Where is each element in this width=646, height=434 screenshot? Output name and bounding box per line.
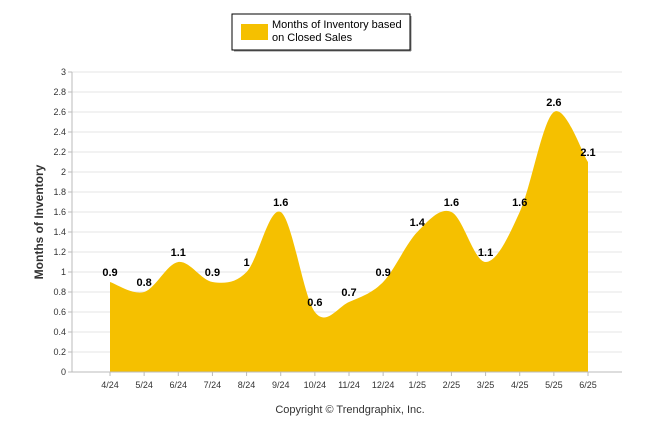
x-tick-label: 3/25	[477, 380, 495, 390]
x-tick-label: 9/24	[272, 380, 290, 390]
x-tick-label: 7/24	[204, 380, 222, 390]
legend-text-line1: Months of Inventory based	[272, 19, 402, 31]
data-label: 1.6	[273, 197, 288, 209]
x-tick-label: 4/25	[511, 380, 529, 390]
x-tick-label: 12/24	[372, 380, 395, 390]
x-axis-ticks: 4/24 5/24 6/24 7/24 8/24 9/24 10/24 11/24 12/24 1…	[101, 372, 597, 390]
y-tick-label: 1.2	[53, 247, 66, 257]
legend-swatch	[241, 24, 268, 40]
data-label: 0.8	[136, 277, 151, 289]
y-tick-label: 1.6	[53, 207, 66, 217]
x-tick-label: 6/24	[170, 380, 188, 390]
legend-text-line2: on Closed Sales	[272, 32, 353, 44]
x-tick-label: 5/24	[135, 380, 153, 390]
data-labels: 0.9 0.8 1.1 0.9 1 1.6 0.6 0.7 0.9 1.4 1.6 1.1 1.6 2.6…	[102, 97, 595, 309]
x-tick-label: 8/24	[238, 380, 256, 390]
y-tick-label: 0	[61, 367, 66, 377]
data-label: 1.4	[410, 217, 426, 229]
y-tick-label: 1.4	[53, 227, 66, 237]
series-area	[110, 111, 588, 373]
copyright-text: Copyright © Trendgraphix, Inc.	[275, 404, 424, 416]
x-tick-label: 4/24	[101, 380, 119, 390]
data-label: 1	[244, 257, 250, 269]
y-tick-label: 2.8	[53, 87, 66, 97]
data-label: 1.1	[171, 247, 186, 259]
data-label: 1.6	[444, 197, 459, 209]
x-tick-label: 10/24	[304, 380, 327, 390]
x-tick-label: 2/25	[443, 380, 461, 390]
y-tick-label: 2.4	[53, 127, 66, 137]
x-tick-label: 6/25	[579, 380, 597, 390]
y-tick-label: 3	[61, 67, 66, 77]
data-label: 2.1	[580, 147, 595, 159]
data-label: 2.6	[546, 97, 561, 109]
data-label: 0.9	[375, 267, 390, 279]
y-tick-label: 1	[61, 267, 66, 277]
data-label: 1.1	[478, 247, 493, 259]
y-tick-label: 2.6	[53, 107, 66, 117]
x-tick-label: 5/25	[545, 380, 563, 390]
x-tick-label: 11/24	[338, 380, 360, 390]
x-tick-label: 1/25	[409, 380, 427, 390]
y-tick-label: 0.4	[53, 327, 66, 337]
y-tick-label: 0.6	[53, 307, 66, 317]
data-label: 1.6	[512, 197, 527, 209]
y-axis-title: Months of Inventory	[32, 164, 46, 279]
data-label: 0.9	[102, 267, 117, 279]
y-tick-label: 2	[61, 167, 66, 177]
y-tick-label: 2.2	[53, 147, 66, 157]
y-tick-label: 0.2	[53, 347, 66, 357]
legend: Months of Inventory based on Closed Sale…	[231, 13, 412, 52]
y-tick-label: 0.8	[53, 287, 66, 297]
data-label: 0.9	[205, 267, 220, 279]
y-axis-ticks: 0 0.2 0.4 0.6 0.8 1 1.2 1.4 1.6 1.8 2 2.2 2.4 2.6 2.8 3	[53, 67, 72, 377]
data-label: 0.6	[307, 297, 322, 309]
data-label: 0.7	[341, 287, 356, 299]
y-tick-label: 1.8	[53, 187, 66, 197]
